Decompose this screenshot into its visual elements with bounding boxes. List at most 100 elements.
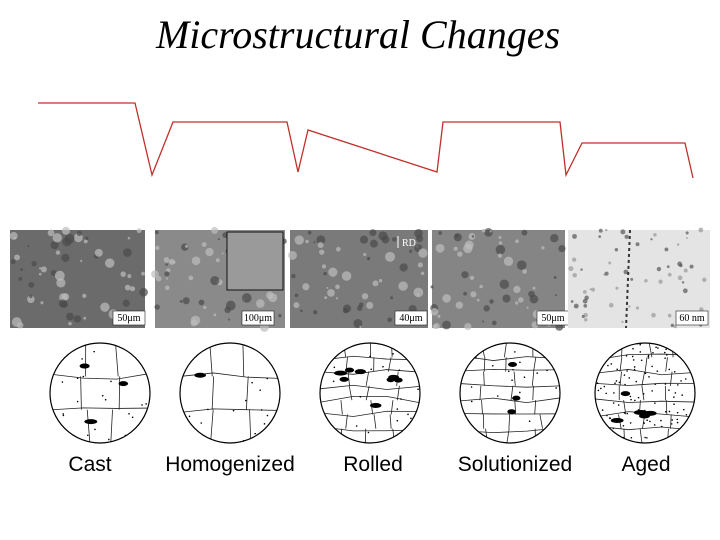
grain-boundary — [539, 414, 543, 429]
precipitate — [665, 348, 667, 351]
precipitate — [232, 409, 235, 412]
micrograph-texture — [398, 281, 408, 291]
precipitate — [683, 408, 685, 411]
micrograph-texture — [155, 275, 162, 282]
micrograph-texture — [635, 242, 640, 247]
grain-boundary — [180, 408, 280, 413]
precipitate — [470, 386, 473, 388]
micrograph-texture — [699, 307, 704, 312]
grain-schematic — [459, 342, 561, 444]
precipitate — [673, 403, 675, 405]
precipitate — [617, 404, 620, 406]
grain-schematic — [179, 342, 281, 444]
micrograph-texture — [168, 258, 175, 265]
precipitate — [523, 376, 526, 379]
grain-boundary — [340, 400, 343, 415]
micrograph-texture — [390, 296, 394, 300]
particle — [620, 391, 631, 397]
precipitate — [625, 355, 628, 357]
micrograph-texture — [154, 230, 159, 235]
micrograph-texture — [685, 236, 688, 239]
micrograph-texture — [163, 257, 170, 263]
precipitate — [657, 347, 659, 349]
micrograph-texture — [27, 295, 35, 304]
particle — [79, 363, 90, 369]
micrograph-texture — [302, 283, 310, 291]
precipitate — [93, 350, 95, 353]
stage-label: Aged — [621, 453, 670, 476]
micrograph-texture — [52, 233, 62, 243]
precipitate — [528, 420, 531, 423]
precipitate — [673, 371, 676, 373]
micrograph-texture — [359, 325, 362, 328]
precipitate — [670, 423, 673, 425]
micrograph-texture — [483, 305, 490, 312]
precipitate — [668, 410, 671, 413]
micrograph-texture — [55, 250, 61, 255]
grain-boundary — [86, 409, 91, 443]
micrograph-texture — [215, 258, 220, 263]
scale-bar-label: 50μm — [117, 313, 140, 324]
precipitate — [370, 368, 373, 371]
precipitate — [647, 357, 650, 359]
micrograph-texture — [319, 249, 325, 255]
particle — [118, 381, 129, 387]
micrograph-texture — [666, 265, 670, 269]
micrograph-texture — [464, 322, 472, 331]
micrograph-texture — [499, 279, 510, 289]
precipitate — [612, 402, 615, 404]
micrograph-texture — [679, 263, 683, 268]
micrograph-texture — [343, 308, 349, 314]
precipitate — [108, 438, 110, 441]
precipitate — [626, 370, 628, 372]
precipitate — [407, 413, 409, 416]
micrograph-texture — [136, 228, 142, 234]
precipitate — [333, 366, 336, 369]
micrograph-texture — [589, 288, 592, 291]
micrograph-texture — [307, 230, 312, 235]
micrograph-texture — [335, 246, 341, 252]
micrograph-texture — [418, 248, 428, 258]
micrograph-texture — [85, 236, 89, 240]
precipitate — [511, 379, 513, 382]
stage: 50μm Cast — [9, 226, 151, 476]
micrograph-texture — [387, 317, 393, 323]
precipitate — [251, 381, 253, 384]
grain-boundary — [648, 343, 653, 358]
micrograph-texture — [265, 291, 274, 300]
micrograph-texture — [620, 229, 626, 235]
precipitate — [512, 368, 514, 371]
micrograph-texture — [28, 281, 35, 288]
precipitate — [76, 400, 79, 403]
micrograph-texture — [366, 256, 371, 261]
precipitate — [104, 398, 107, 401]
precipitate — [674, 392, 677, 394]
micrograph-texture — [221, 252, 224, 255]
micrograph-texture — [385, 251, 396, 262]
micrograph-texture — [68, 321, 72, 326]
grain-boundary — [320, 355, 420, 361]
micrograph-texture — [495, 244, 506, 255]
precipitate — [514, 351, 516, 353]
micrograph-texture — [190, 315, 201, 326]
micrograph-texture — [105, 258, 115, 268]
precipitate — [606, 414, 608, 417]
micrograph-texture — [442, 294, 451, 303]
micrograph-texture — [366, 301, 374, 310]
micrograph-texture — [210, 276, 220, 286]
micrograph-texture — [658, 279, 663, 284]
micrograph-texture — [357, 305, 363, 311]
micrograph-texture — [573, 303, 579, 309]
micrograph-texture — [673, 324, 677, 329]
precipitate — [676, 421, 679, 424]
micrograph-texture — [489, 230, 492, 233]
precipitate — [110, 380, 112, 383]
micrograph-texture — [623, 269, 629, 275]
micrograph-texture — [650, 238, 653, 241]
micrograph-texture — [608, 261, 612, 265]
grain-schematic — [319, 342, 421, 444]
grain-boundary — [115, 343, 119, 377]
grain-boundary — [118, 376, 121, 410]
micrograph-texture — [514, 301, 519, 305]
micrograph-texture — [300, 309, 303, 313]
